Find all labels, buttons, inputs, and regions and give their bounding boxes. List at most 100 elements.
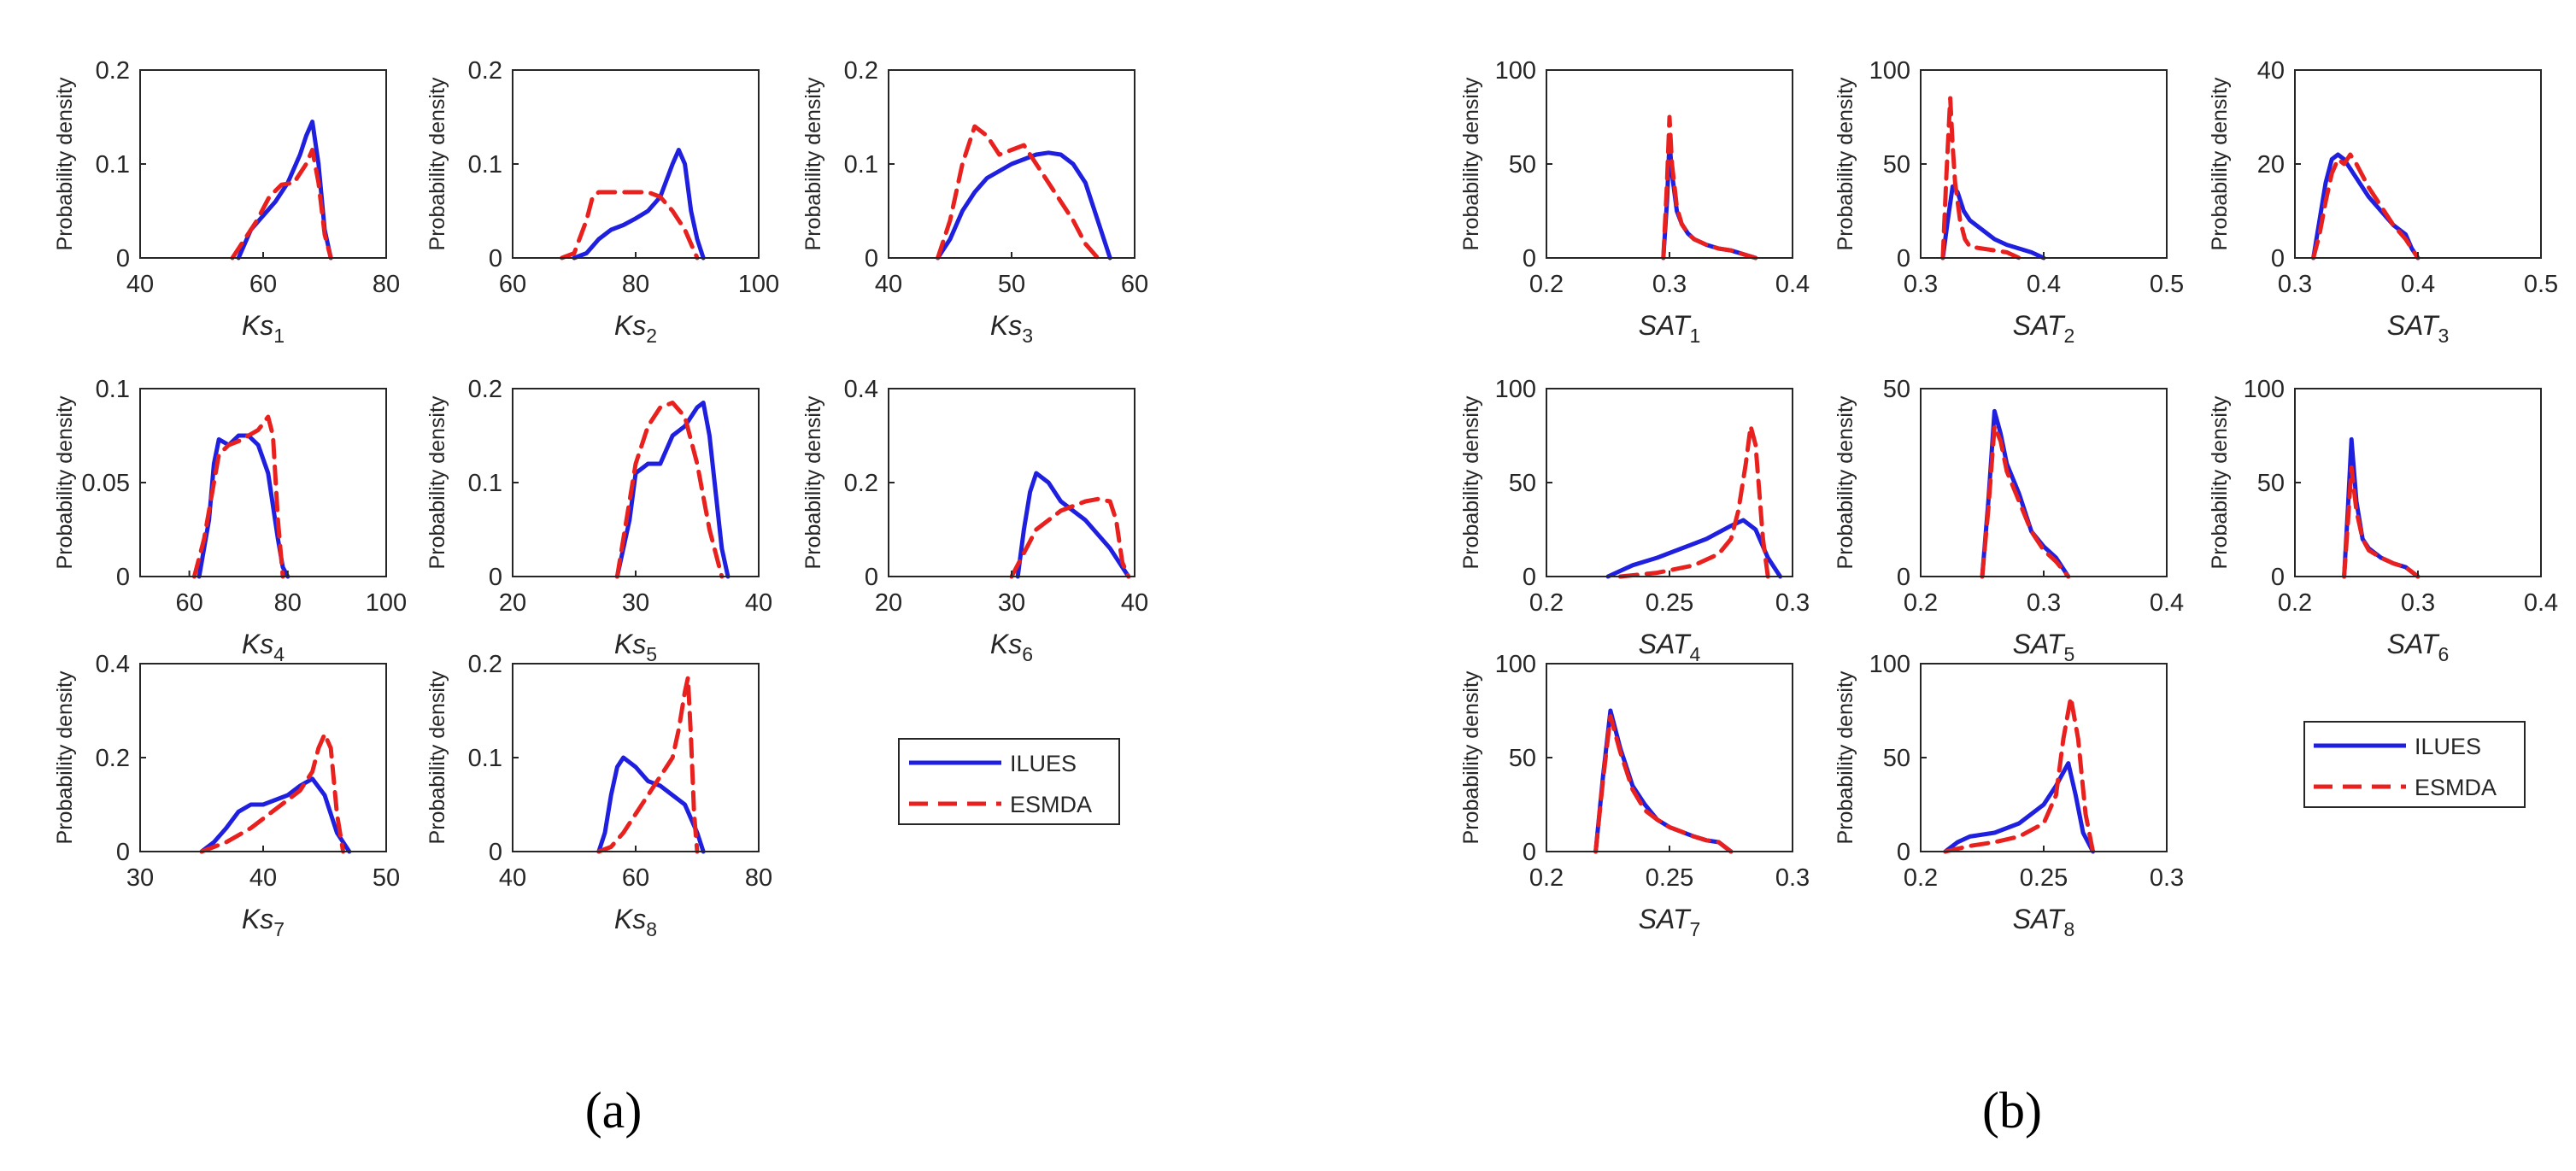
y-tick-label-b-8: 50	[1883, 745, 1910, 772]
x-tick-label-b-7: 0.25	[1646, 864, 1693, 892]
x-tick-label-a-3: 50	[998, 271, 1025, 298]
x-axis-label-a-5: Ks5	[614, 629, 657, 665]
x-axis-label-sub-a-4: 4	[273, 643, 285, 665]
x-tick-label-a-3: 60	[1121, 271, 1148, 298]
axes-box-a-1	[139, 69, 387, 259]
x-tick-label-a-7: 50	[373, 864, 400, 892]
x-axis-label-sub-b-5: 5	[2064, 643, 2075, 665]
x-axis-label-main-b-6: SAT	[2387, 629, 2440, 659]
y-tick-label-a-1: 0	[116, 245, 130, 272]
x-tick-label-a-1: 40	[126, 271, 154, 298]
axes-box-b-4	[1546, 388, 1793, 577]
axes-box-a-8	[512, 663, 760, 852]
y-tick-label-a-5: 0.1	[468, 470, 502, 497]
x-tick-label-a-3: 40	[875, 271, 902, 298]
legend-box-b	[2303, 721, 2526, 808]
y-tick-label-b-6: 50	[2257, 470, 2285, 497]
x-tick-label-b-7: 0.2	[1529, 864, 1564, 892]
axes-box-a-7	[139, 663, 387, 852]
y-tick-label-a-5: 0	[489, 564, 502, 591]
axes-box-b-8	[1920, 663, 2168, 852]
subplot-a-3: 40 50 60 0 0.1 0.2 Probability density Ks3	[801, 57, 1148, 347]
x-axis-label-a-7: Ks7	[242, 904, 285, 940]
x-tick-label-a-5: 20	[499, 589, 526, 617]
x-axis-label-a-3: Ks3	[990, 310, 1033, 347]
x-tick-label-b-7: 0.3	[1775, 864, 1810, 892]
y-tick-label-b-5: 0	[1897, 564, 1910, 591]
series-esmda-b-5	[1980, 424, 2071, 579]
legend-a: ILUES ESMDA	[898, 738, 1120, 825]
y-tick-label-a-3: 0	[865, 245, 878, 272]
x-axis-label-sub-a-6: 6	[1022, 643, 1033, 665]
x-tick-label-b-6: 0.3	[2401, 589, 2435, 617]
y-tick-label-b-7: 100	[1495, 651, 1536, 678]
series-esmda-a-3	[936, 124, 1100, 261]
y-axis-label-b-6: Probability density	[2208, 395, 2232, 569]
x-axis-label-main-a-3: Ks	[990, 310, 1022, 341]
axes-box-a-2	[512, 69, 760, 259]
y-tick-label-a-8: 0.2	[468, 651, 502, 678]
y-tick-label-a-7: 0.2	[96, 745, 130, 772]
x-axis-label-b-8: SAT8	[2013, 904, 2075, 940]
y-tick-label-b-8: 0	[1897, 839, 1910, 866]
x-tick-label-b-2: 0.3	[1904, 271, 1938, 298]
x-tick-label-a-1: 80	[373, 271, 400, 298]
x-tick-label-b-8: 0.25	[2020, 864, 2068, 892]
x-axis-label-sub-a-5: 5	[646, 643, 657, 665]
x-tick-label-a-4: 100	[366, 589, 407, 617]
x-tick-label-a-4: 80	[274, 589, 302, 617]
x-axis-label-b-2: SAT2	[2013, 310, 2075, 347]
y-tick-label-a-2: 0.1	[468, 151, 502, 179]
x-tick-label-a-8: 80	[745, 864, 772, 892]
y-axis-label-a-8: Probability density	[425, 670, 449, 844]
subplot-a-7: 30 40 50 0 0.2 0.4 Probability density Ks7	[53, 651, 400, 940]
legend-box-a	[898, 738, 1120, 825]
x-tick-label-a-6: 40	[1121, 589, 1148, 617]
series-esmda-a-6	[1009, 496, 1131, 579]
x-axis-label-main-a-1: Ks	[242, 310, 273, 341]
y-tick-label-a-7: 0.4	[96, 651, 130, 678]
x-tick-label-a-8: 60	[622, 864, 649, 892]
series-ilues-a-6	[1015, 471, 1131, 579]
caption-a: (a)	[585, 1082, 643, 1139]
x-axis-label-a-8: Ks8	[614, 904, 657, 940]
subplot-a-5: 20 30 40 0 0.1 0.2 Probability density Ks5	[425, 376, 772, 665]
y-tick-label-b-3: 40	[2257, 57, 2285, 85]
y-axis-label-a-2: Probability density	[425, 77, 449, 250]
x-tick-label-a-2: 60	[499, 271, 526, 298]
y-axis-label-b-5: Probability density	[1834, 395, 1857, 569]
x-axis-label-main-b-5: SAT	[2013, 629, 2066, 659]
subplot-b-8: 0.2 0.25 0.3 0 50 100 Probability density SAT8	[1834, 651, 2184, 940]
x-axis-label-main-b-8: SAT	[2013, 904, 2066, 934]
y-tick-label-b-2: 50	[1883, 151, 1910, 179]
x-tick-label-b-2: 0.5	[2150, 271, 2184, 298]
x-tick-label-b-4: 0.25	[1646, 589, 1693, 617]
x-tick-label-a-6: 20	[875, 589, 902, 617]
x-axis-label-main-a-4: Ks	[242, 629, 273, 659]
y-axis-label-b-4: Probability density	[1459, 395, 1483, 569]
y-tick-label-b-6: 0	[2271, 564, 2285, 591]
y-axis-label-a-1: Probability density	[53, 77, 77, 250]
y-axis-label-b-7: Probability density	[1459, 670, 1483, 844]
x-axis-label-main-b-4: SAT	[1639, 629, 1692, 659]
x-axis-label-main-a-2: Ks	[614, 310, 646, 341]
series-esmda-b-4	[1617, 424, 1770, 579]
series-ilues-b-2	[1940, 184, 2046, 261]
series-ilues-a-7	[199, 776, 352, 854]
subplot-b-6: 0.2 0.3 0.4 0 50 100 Probability density SAT6	[2208, 376, 2558, 665]
y-tick-label-b-1: 0	[1523, 245, 1536, 272]
series-ilues-a-5	[614, 401, 731, 579]
y-tick-label-a-2: 0.2	[468, 57, 502, 85]
series-esmda-b-8	[1943, 695, 2096, 854]
x-tick-label-a-2: 80	[622, 271, 649, 298]
y-tick-label-a-1: 0.2	[96, 57, 130, 85]
x-axis-label-main-b-2: SAT	[2013, 310, 2066, 341]
y-tick-label-a-5: 0.2	[468, 376, 502, 403]
series-esmda-a-2	[560, 190, 700, 261]
x-tick-label-a-8: 40	[499, 864, 526, 892]
legend-label-ilues-a: ILUES	[1010, 751, 1077, 776]
y-axis-label-a-7: Probability density	[53, 670, 77, 844]
axes-box-b-2	[1920, 69, 2168, 259]
series-ilues-a-2	[572, 148, 706, 261]
subplot-b-7: 0.2 0.25 0.3 0 50 100 Probability density SAT7	[1459, 651, 1810, 940]
